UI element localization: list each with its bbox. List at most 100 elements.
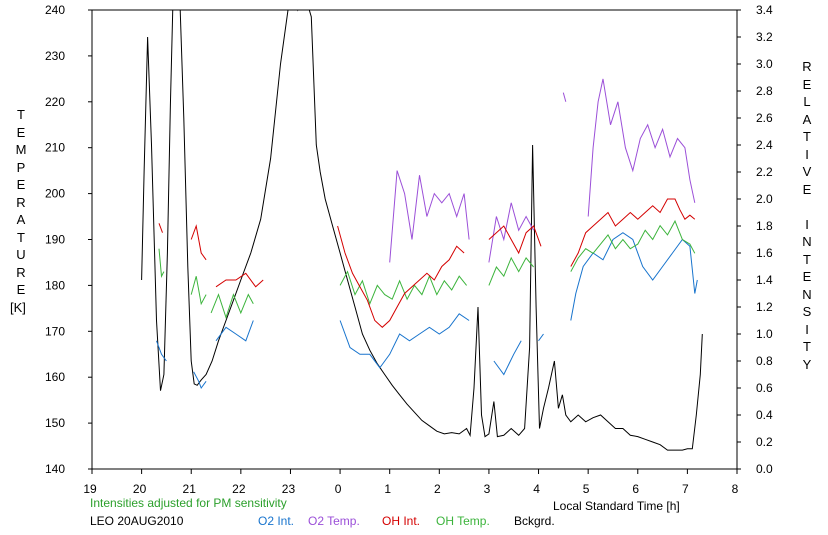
axis-title-letter: T (17, 229, 25, 245)
left-tick-label: 170 (45, 324, 65, 338)
tick-layer: 1401501601701801902002102202302400.00.20… (45, 3, 773, 496)
station-label: LEO 20AUG2010 (90, 514, 184, 528)
series-line-oh-int (158, 223, 163, 233)
x-tick-label: 8 (732, 482, 739, 496)
x-tick-label: 3 (484, 482, 491, 496)
series-line-oh-temp (190, 276, 207, 306)
x-tick-label: 21 (183, 482, 197, 496)
left-tick-label: 140 (45, 462, 65, 476)
legend-oh-temp: OH Temp. (436, 514, 490, 528)
series-line-oh-int (570, 198, 696, 267)
right-tick-label: 3.4 (756, 3, 773, 17)
axis-title-letter: S (802, 304, 812, 319)
axis-title-letter: E (802, 269, 812, 284)
series-line-oh-temp (210, 293, 254, 320)
axis-title-letter: U (16, 247, 26, 262)
series-layer (141, 10, 703, 451)
series-line-o2-temp (587, 78, 696, 217)
left-tick-label: 220 (45, 95, 65, 109)
axis-title-letter: E (16, 282, 26, 297)
axis-title-letter: L (803, 94, 811, 109)
series-line-oh-temp (488, 256, 534, 286)
left-tick-label: 230 (45, 49, 65, 63)
right-tick-label: 1.6 (756, 246, 773, 260)
axis-title-letter: M (15, 142, 27, 157)
x-tick-label: 22 (232, 482, 246, 496)
x-tick-label: 4 (533, 482, 540, 496)
right-tick-label: 0.0 (756, 462, 773, 476)
axis-title-letter: T (803, 251, 811, 267)
right-tick-label: 2.6 (756, 111, 773, 125)
axis-title-letter: A (16, 212, 26, 227)
right-tick-label: 1.4 (756, 273, 773, 287)
series-line-o2-int (570, 232, 698, 321)
right-tick-label: 0.4 (756, 408, 773, 422)
series-line-oh-int (190, 224, 207, 261)
legend-o2-int: O2 Int. (258, 514, 295, 528)
right-tick-label: 1.2 (756, 300, 773, 314)
axis-title-letter: T (17, 107, 25, 122)
axis-title-letter: I (805, 216, 809, 232)
sensitivity-note: Intensities adjusted for PM sensitivity (90, 496, 287, 510)
axis-title-letter: P (16, 159, 26, 175)
x-tick-label: 23 (282, 482, 296, 496)
series-line-bckgrd (141, 10, 703, 451)
axis-title-letter: E (16, 124, 26, 140)
left-tick-label: 210 (45, 141, 65, 155)
right-tick-label: 3.2 (756, 30, 773, 44)
series-line-o2-temp (488, 202, 535, 263)
axis-title-letter: Y (802, 356, 812, 372)
legend-bckgrd: Bckgrd. (514, 514, 555, 528)
axis-title-letter: R (802, 59, 812, 74)
axis-title-letter: I (805, 321, 809, 337)
right-tick-label: 0.2 (756, 435, 773, 449)
series-line-oh-int (215, 272, 264, 288)
x-tick-label: 0 (335, 482, 342, 496)
right-tick-label: 3.0 (756, 57, 773, 71)
right-tick-label: 0.8 (756, 354, 773, 368)
series-line-oh-temp (339, 270, 467, 306)
right-tick-label: 1.8 (756, 219, 773, 233)
series-line-o2-int (339, 313, 470, 369)
x-tick-label: 5 (583, 482, 590, 496)
series-line-oh-int (337, 225, 465, 328)
axis-title-letter: R (16, 264, 26, 280)
axis-title-letter: T (803, 129, 811, 144)
x-tick-label: 19 (83, 482, 97, 496)
axis-title-letter: N (802, 234, 812, 249)
right-tick-label: 2.0 (756, 192, 773, 206)
x-tick-label: 1 (384, 482, 391, 496)
right-tick-label: 1.0 (756, 327, 773, 341)
series-line-o2-temp (389, 170, 470, 263)
right-tick-label: 2.2 (756, 165, 773, 179)
right-tick-label: 2.4 (756, 138, 773, 152)
series-line-oh-int (488, 225, 542, 255)
left-axis-unit: [K] (10, 300, 26, 315)
legend-o2-temp: O2 Temp. (308, 514, 360, 528)
right-tick-label: 2.8 (756, 84, 773, 98)
axis-title-letter: E (802, 181, 812, 197)
series-line-o2-int (193, 371, 207, 390)
x-tick-label: 20 (133, 482, 147, 496)
x-tick-label: 2 (434, 482, 441, 496)
legend-oh-int: OH Int. (382, 514, 421, 528)
axis-title-letter: I (805, 146, 809, 162)
left-tick-label: 240 (45, 3, 65, 17)
series-line-oh-temp (158, 248, 165, 278)
axis-title-letter: A (802, 111, 812, 127)
axis-title-letter (800, 198, 814, 216)
axis-title-letter: R (16, 194, 26, 210)
left-tick-label: 160 (45, 370, 65, 384)
axis-title-letter: E (16, 177, 26, 192)
axis-title-letter: N (802, 286, 812, 302)
series-line-o2-int (538, 333, 544, 342)
x-axis-label: Local Standard Time [h] (553, 499, 680, 513)
axis-title-letter: T (803, 339, 811, 354)
series-line-oh-temp (570, 219, 696, 272)
series-line-o2-temp (562, 92, 567, 102)
left-tick-label: 190 (45, 233, 65, 247)
x-tick-label: 6 (632, 482, 639, 496)
